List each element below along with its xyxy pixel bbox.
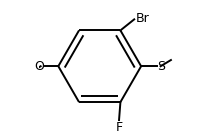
Text: F: F bbox=[116, 121, 123, 134]
Text: O: O bbox=[34, 60, 44, 73]
Text: Br: Br bbox=[136, 12, 149, 25]
Text: S: S bbox=[157, 60, 165, 73]
